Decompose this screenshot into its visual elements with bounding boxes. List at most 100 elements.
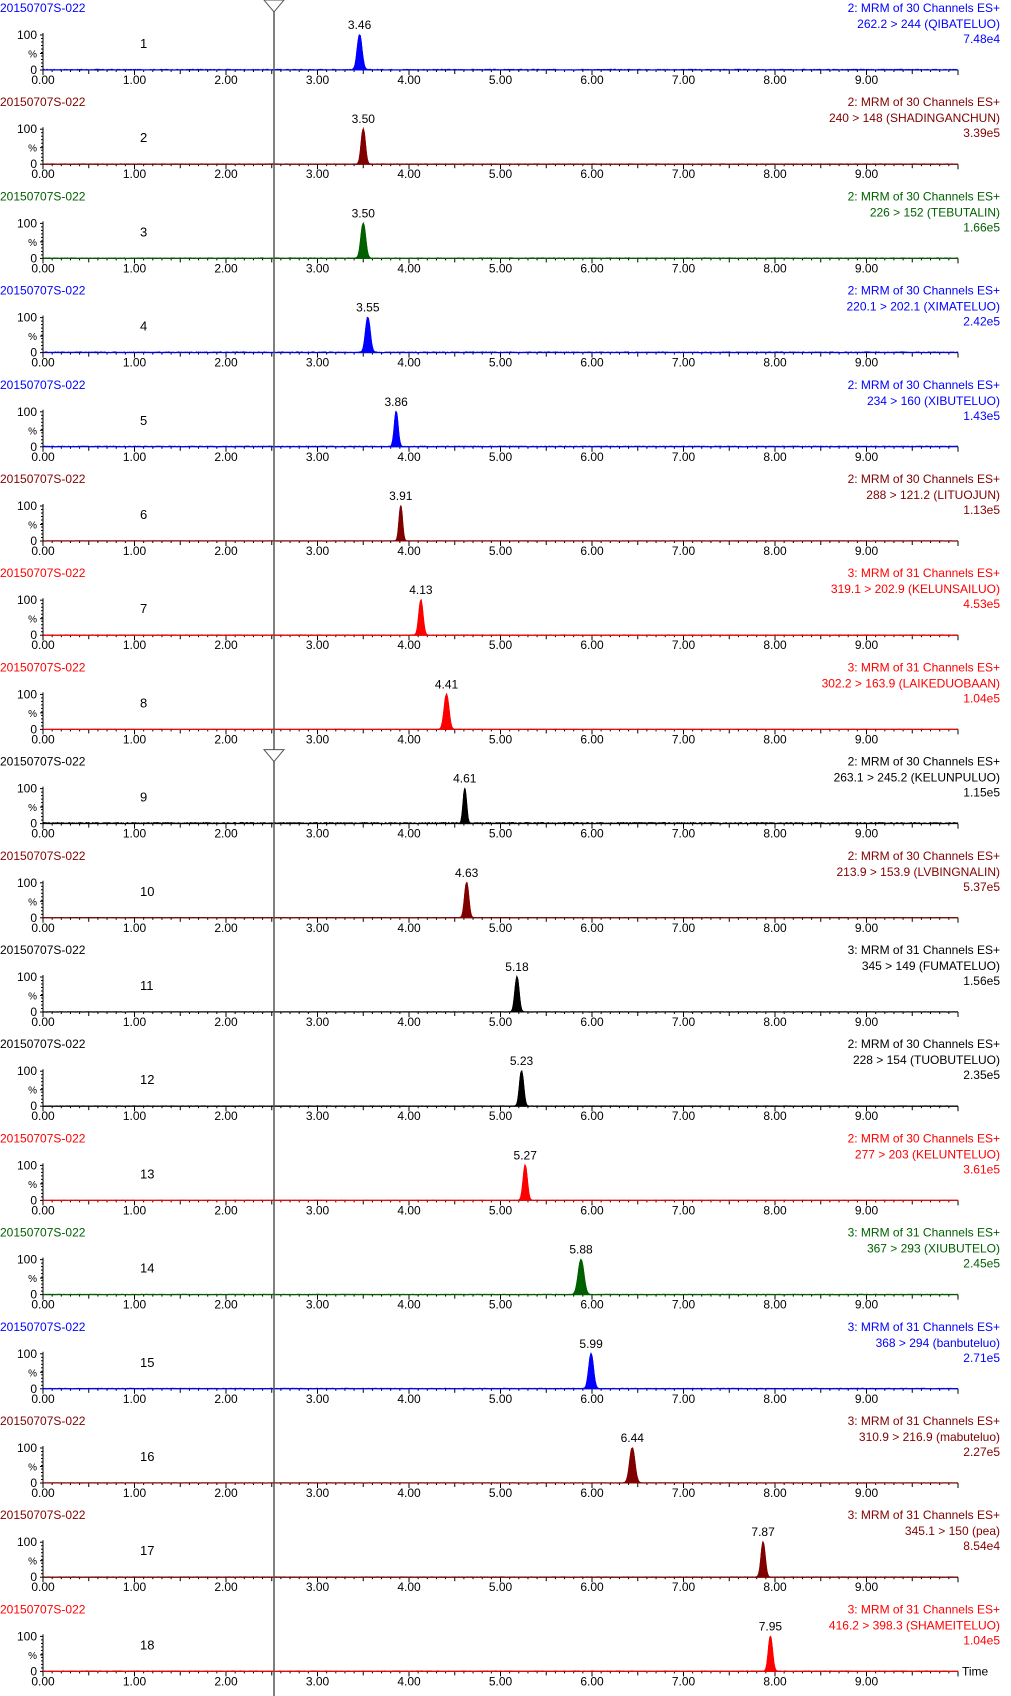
x-tick-label: 5.00 [489,827,513,841]
y-tick-label: % [28,521,37,532]
peak[interactable] [350,34,369,71]
x-tick-label: 5.00 [489,73,513,87]
x-tick-label: 3.00 [306,1109,330,1123]
x-tick-label: 6.00 [580,732,604,746]
x-tick-label: 9.00 [855,827,879,841]
x-tick-label: 7.00 [672,1580,696,1594]
chromatogram-panel-5: 20150707S-022 2: MRM of 30 Channels ES+ 23… [0,378,1000,464]
peak[interactable] [513,1070,530,1107]
panel-number: 10 [140,884,154,899]
intensity-label: 2.71e5 [963,1351,1000,1365]
x-tick-label: 4.00 [397,544,421,558]
trace-line [42,598,959,636]
x-tick-label: 6.00 [580,544,604,558]
peak-label: 4.41 [435,677,459,691]
x-tick-label: 7.00 [672,638,696,652]
transition-label: 240 > 148 (SHADINGANCHUN) [829,111,1000,125]
peak[interactable] [458,881,475,919]
function-label: 2: MRM of 30 Channels ES+ [848,1,1000,15]
intensity-label: 2.42e5 [963,315,1000,329]
panel-number: 13 [140,1166,154,1181]
peak[interactable] [570,1258,592,1296]
function-label: 2: MRM of 30 Channels ES+ [848,284,1000,298]
transition-label: 234 > 160 (XIBUTELUO) [867,394,1000,408]
peak[interactable] [388,410,404,448]
function-label: 2: MRM of 30 Channels ES+ [848,1131,1000,1145]
trace-line [42,1258,958,1296]
trace-line [42,881,959,919]
x-tick-label: 6.00 [580,1580,604,1594]
y-tick-label: 0 [30,1570,37,1584]
time-cursor[interactable] [262,0,286,1696]
cursor-handle-mid[interactable] [262,749,286,763]
panel-number: 16 [140,1449,154,1464]
peak-label: 3.46 [348,18,372,32]
x-tick-label: 0.00 [31,1298,55,1312]
y-tick-label: 0 [30,157,37,171]
peak[interactable] [354,222,373,259]
x-tick-label: 2.00 [214,544,238,558]
peak[interactable] [622,1447,643,1484]
x-tick-label: 8.00 [763,1580,787,1594]
x-tick-label: 7.00 [672,544,696,558]
x-tick-label: 5.00 [489,1674,513,1688]
trace-line [42,1447,959,1484]
x-tick-label: 6.00 [580,1015,604,1029]
intensity-label: 2.35e5 [963,1068,1000,1082]
x-tick-label: 1.00 [123,1392,147,1406]
x-tick-label: 0.00 [31,1203,55,1217]
y-tick-label: 100 [17,1347,37,1361]
y-tick-label: 0 [30,911,37,925]
x-tick-label: 9.00 [855,1392,879,1406]
x-tick-label: 5.00 [489,1203,513,1217]
x-tick-label: 9.00 [855,450,879,464]
y-tick-label: % [28,615,37,626]
function-label: 3: MRM of 31 Channels ES+ [848,1320,1000,1334]
x-tick-label: 4.00 [397,1298,421,1312]
sample-id: 20150707S-022 [0,1037,86,1051]
y-tick-label: 100 [17,122,37,136]
x-tick-label: 6.00 [580,1486,604,1500]
peak[interactable] [458,787,472,825]
transition-label: 228 > 154 (TUOBUTELUO) [853,1053,1000,1067]
y-tick-label: 0 [30,534,37,548]
chromatogram-panel-16: 20150707S-022 3: MRM of 31 Channels ES+ 31… [0,1414,1000,1500]
cursor-handle-top[interactable] [263,0,285,13]
transition-label: 367 > 293 (XIUBUTELO) [867,1242,1000,1256]
panel-number: 14 [140,1261,154,1276]
peak[interactable] [508,975,525,1013]
y-tick-label: % [28,144,37,155]
peak[interactable] [355,128,372,165]
chromatogram-panel-8: 20150707S-022 3: MRM of 31 Channels ES+ 30… [0,660,1000,746]
x-tick-label: 7.00 [672,1392,696,1406]
peak[interactable] [394,504,408,542]
sample-id: 20150707S-022 [0,1508,86,1522]
chromatogram-panel-1: 20150707S-022 2: MRM of 30 Channels ES+ 26… [0,1,1000,87]
peak[interactable] [755,1541,772,1578]
peak[interactable] [358,316,377,354]
panel-number: 11 [140,978,154,993]
x-tick-label: 2.00 [214,450,238,464]
sample-id: 20150707S-022 [0,1226,86,1240]
x-tick-label: 9.00 [855,732,879,746]
sample-id: 20150707S-022 [0,1602,86,1616]
peak[interactable] [437,693,456,730]
peak-label: 5.88 [569,1243,593,1257]
y-tick-label: 0 [30,346,37,360]
x-tick-label: 7.00 [672,921,696,935]
peak[interactable] [762,1635,779,1672]
x-tick-label: 3.00 [306,1486,330,1500]
function-label: 3: MRM of 31 Channels ES+ [848,1602,1000,1616]
peak[interactable] [517,1164,534,1201]
peak[interactable] [412,599,429,636]
chromatogram-panel-7: 20150707S-022 3: MRM of 31 Channels ES+ 31… [0,566,1000,652]
transition-label: 319.1 > 202.9 (KELUNSAILUO) [831,582,1000,596]
y-tick-label: % [28,1368,37,1379]
transition-label: 368 > 294 (banbuteluo) [876,1336,1000,1350]
y-tick-label: % [28,1086,37,1097]
peak[interactable] [581,1352,601,1390]
trace-line [43,34,959,71]
x-tick-label: 8.00 [763,73,787,87]
y-tick-label: 0 [30,722,37,736]
x-tick-label: 2.00 [214,1298,238,1312]
